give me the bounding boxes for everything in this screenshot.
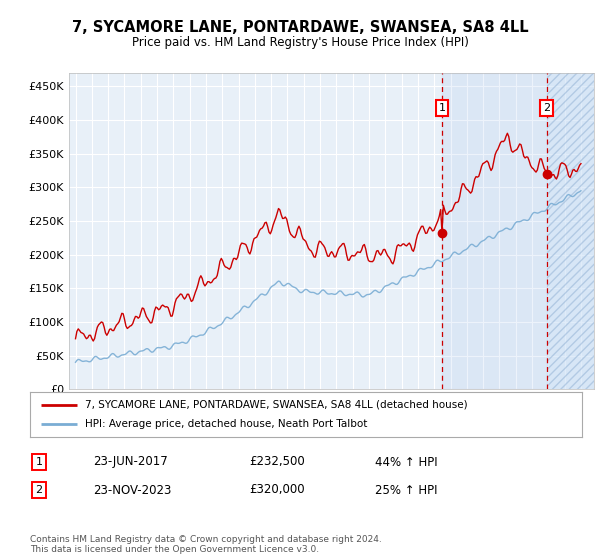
Text: HPI: Average price, detached house, Neath Port Talbot: HPI: Average price, detached house, Neat… xyxy=(85,419,368,430)
Bar xyxy=(442,73,547,389)
Text: 7, SYCAMORE LANE, PONTARDAWE, SWANSEA, SA8 4LL: 7, SYCAMORE LANE, PONTARDAWE, SWANSEA, S… xyxy=(71,20,529,35)
Text: 1: 1 xyxy=(439,103,445,113)
Text: 23-NOV-2023: 23-NOV-2023 xyxy=(93,483,172,497)
Text: 2: 2 xyxy=(543,103,550,113)
Text: £232,500: £232,500 xyxy=(249,455,305,469)
Text: 1: 1 xyxy=(35,457,43,467)
Text: 25% ↑ HPI: 25% ↑ HPI xyxy=(375,483,437,497)
Bar xyxy=(547,73,594,389)
Text: 44% ↑ HPI: 44% ↑ HPI xyxy=(375,455,437,469)
Text: 23-JUN-2017: 23-JUN-2017 xyxy=(93,455,168,469)
Text: Price paid vs. HM Land Registry's House Price Index (HPI): Price paid vs. HM Land Registry's House … xyxy=(131,36,469,49)
Text: £320,000: £320,000 xyxy=(249,483,305,497)
Text: 2: 2 xyxy=(35,485,43,495)
Text: 7, SYCAMORE LANE, PONTARDAWE, SWANSEA, SA8 4LL (detached house): 7, SYCAMORE LANE, PONTARDAWE, SWANSEA, S… xyxy=(85,399,468,409)
Text: Contains HM Land Registry data © Crown copyright and database right 2024.
This d: Contains HM Land Registry data © Crown c… xyxy=(30,535,382,554)
